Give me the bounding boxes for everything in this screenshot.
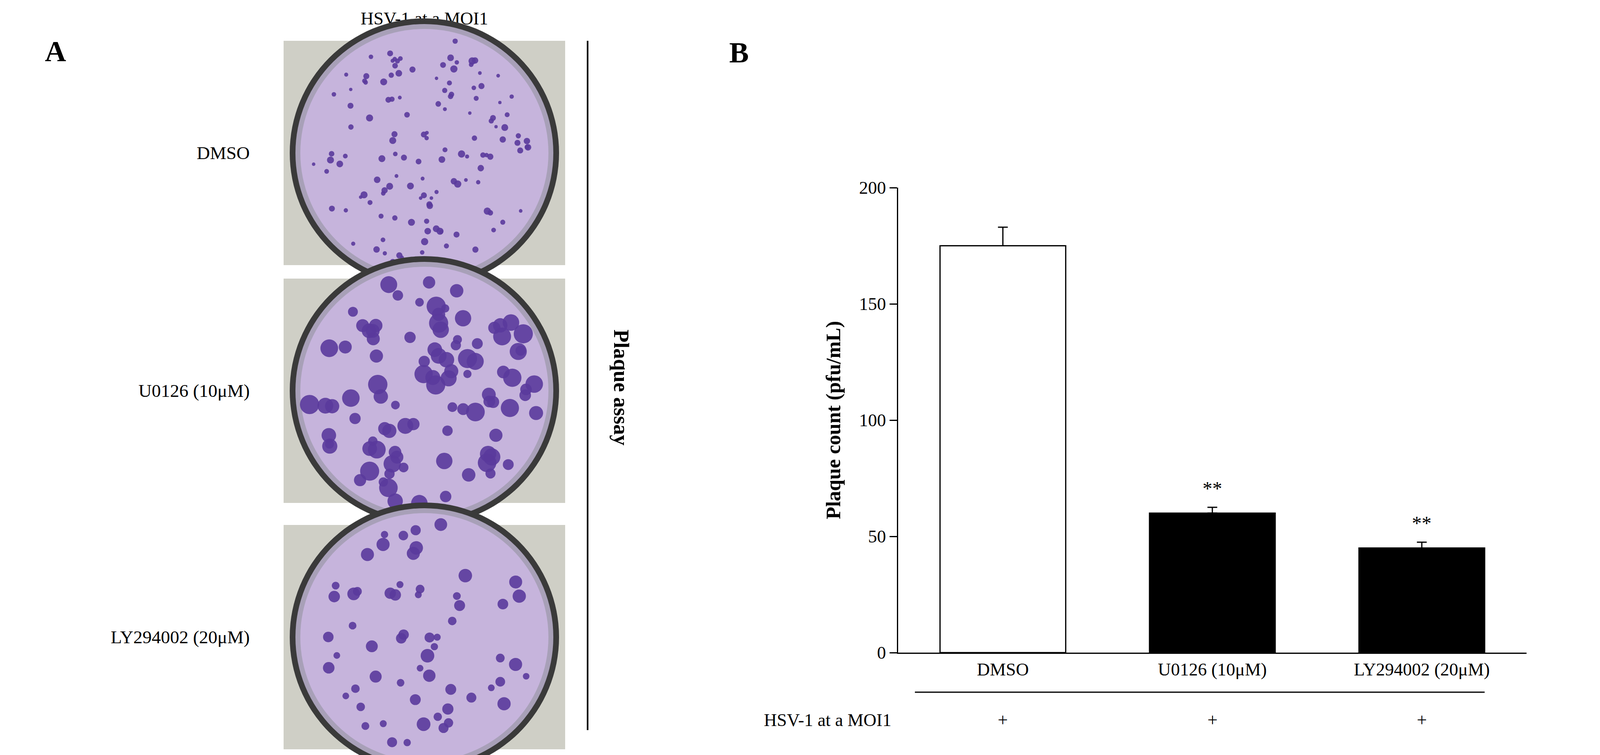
svg-text:HSV-1 at a MOI1: HSV-1 at a MOI1 xyxy=(763,710,892,731)
svg-text:LY294002 (20μM): LY294002 (20μM) xyxy=(1353,659,1490,680)
svg-text:200: 200 xyxy=(858,177,886,198)
svg-text:LY294002 (20μM): LY294002 (20μM) xyxy=(110,627,250,648)
svg-text:50: 50 xyxy=(867,526,886,547)
svg-text:+: + xyxy=(997,710,1008,731)
svg-text:U0126 (10μM): U0126 (10μM) xyxy=(138,380,250,402)
svg-text:**: ** xyxy=(1202,477,1223,500)
svg-text:0: 0 xyxy=(876,643,886,664)
svg-text:A: A xyxy=(44,35,67,68)
svg-text:**: ** xyxy=(1411,512,1432,535)
svg-text:100: 100 xyxy=(858,410,886,431)
svg-text:Plaque assay: Plaque assay xyxy=(609,329,633,447)
svg-text:+: + xyxy=(1416,710,1427,731)
svg-text:DMSO: DMSO xyxy=(976,659,1029,680)
svg-text:HSV-1 at a MOI1: HSV-1 at a MOI1 xyxy=(360,8,489,29)
svg-text:DMSO: DMSO xyxy=(196,142,250,164)
svg-text:150: 150 xyxy=(858,294,886,315)
svg-text:+: + xyxy=(1207,710,1218,731)
svg-text:B: B xyxy=(729,36,749,69)
svg-text:U0126 (10μM): U0126 (10μM) xyxy=(1158,659,1268,680)
svg-text:Plaque count (pfu/mL): Plaque count (pfu/mL) xyxy=(821,321,845,520)
